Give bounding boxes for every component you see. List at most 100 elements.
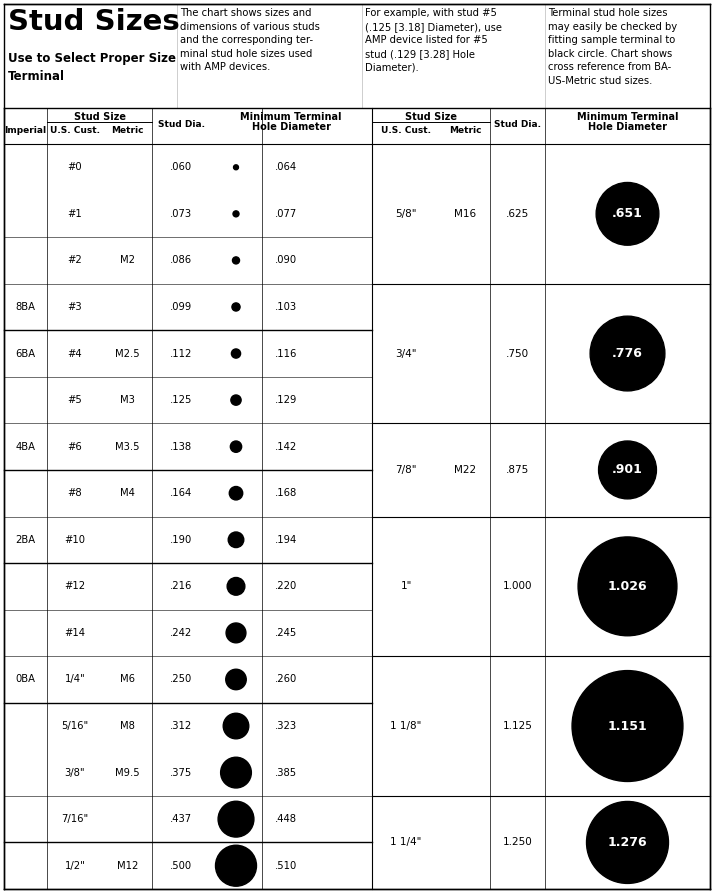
Text: #1: #1 — [68, 209, 82, 219]
Text: .375: .375 — [170, 768, 192, 778]
Text: 3/8": 3/8" — [65, 768, 85, 778]
Text: Use to Select Proper Size
Terminal: Use to Select Proper Size Terminal — [8, 52, 176, 83]
Text: .064: .064 — [275, 163, 297, 172]
Text: .510: .510 — [275, 861, 297, 871]
Ellipse shape — [590, 316, 665, 391]
Text: .164: .164 — [170, 488, 192, 498]
Text: M6: M6 — [120, 674, 135, 684]
Text: Minimum Terminal: Minimum Terminal — [577, 112, 678, 122]
Text: .090: .090 — [275, 255, 297, 265]
Circle shape — [226, 669, 246, 689]
Text: M3.5: M3.5 — [115, 442, 140, 452]
Text: 5/16": 5/16" — [61, 721, 89, 731]
Text: Metric: Metric — [449, 126, 481, 135]
Circle shape — [232, 303, 240, 311]
Text: .901: .901 — [612, 463, 643, 477]
Text: .129: .129 — [275, 395, 297, 405]
Text: .323: .323 — [275, 721, 297, 731]
Ellipse shape — [578, 537, 677, 636]
Ellipse shape — [572, 671, 683, 781]
Text: Stud Sizes: Stud Sizes — [8, 8, 180, 36]
Text: 1.151: 1.151 — [608, 720, 648, 732]
Text: 1 1/4": 1 1/4" — [391, 838, 422, 847]
Text: .112: .112 — [170, 348, 192, 358]
Text: 3/4": 3/4" — [396, 348, 417, 358]
Text: 7/16": 7/16" — [61, 814, 89, 824]
Text: .625: .625 — [506, 209, 529, 219]
Text: M8: M8 — [120, 721, 135, 731]
Text: Stud Size: Stud Size — [74, 112, 126, 122]
Text: M16: M16 — [454, 209, 476, 219]
Text: .776: .776 — [612, 347, 643, 360]
Circle shape — [228, 532, 243, 547]
Circle shape — [233, 257, 239, 264]
Text: .500: .500 — [170, 861, 192, 871]
Text: .086: .086 — [170, 255, 192, 265]
Circle shape — [223, 714, 248, 739]
Circle shape — [216, 846, 256, 886]
Ellipse shape — [596, 182, 659, 246]
Ellipse shape — [598, 441, 656, 499]
Text: M2.5: M2.5 — [115, 348, 140, 358]
Text: .099: .099 — [170, 302, 192, 312]
Text: .103: .103 — [275, 302, 297, 312]
Text: .077: .077 — [275, 209, 297, 219]
Text: .448: .448 — [275, 814, 297, 824]
Text: U.S. Cust.: U.S. Cust. — [381, 126, 431, 135]
Circle shape — [227, 578, 245, 596]
Text: .250: .250 — [170, 674, 192, 684]
Text: 1/2": 1/2" — [64, 861, 86, 871]
Text: 1.125: 1.125 — [503, 721, 533, 731]
Circle shape — [231, 441, 241, 453]
Text: #8: #8 — [68, 488, 82, 498]
Text: .116: .116 — [275, 348, 297, 358]
Text: .142: .142 — [275, 442, 297, 452]
Text: Metric: Metric — [111, 126, 144, 135]
Circle shape — [231, 349, 241, 358]
Text: #12: #12 — [64, 581, 86, 591]
Text: 1.276: 1.276 — [608, 836, 648, 849]
Text: M3: M3 — [120, 395, 135, 405]
Text: U.S. Cust.: U.S. Cust. — [50, 126, 100, 135]
Text: 5/8": 5/8" — [396, 209, 417, 219]
Text: Stud Dia.: Stud Dia. — [494, 120, 541, 129]
Text: .138: .138 — [170, 442, 192, 452]
Text: Terminal stud hole sizes
may easily be checked by
fitting sample terminal to
bla: Terminal stud hole sizes may easily be c… — [548, 8, 677, 86]
Text: M9.5: M9.5 — [115, 768, 140, 778]
Text: #0: #0 — [68, 163, 82, 172]
Text: .220: .220 — [275, 581, 297, 591]
Text: .651: .651 — [612, 207, 643, 221]
Text: 4BA: 4BA — [16, 442, 36, 452]
Text: .385: .385 — [275, 768, 297, 778]
Text: Hole Diameter: Hole Diameter — [588, 122, 667, 132]
Text: M4: M4 — [120, 488, 135, 498]
Text: .312: .312 — [170, 721, 192, 731]
Text: #2: #2 — [68, 255, 82, 265]
Text: #3: #3 — [68, 302, 82, 312]
Text: Stud Dia.: Stud Dia. — [158, 120, 204, 129]
Text: Hole Diameter: Hole Diameter — [251, 122, 331, 132]
Ellipse shape — [586, 801, 668, 883]
Circle shape — [231, 395, 241, 405]
Text: .260: .260 — [275, 674, 297, 684]
Circle shape — [229, 487, 243, 500]
Text: M2: M2 — [120, 255, 135, 265]
Text: For example, with stud #5
(.125 [3.18] Diameter), use
AMP device listed for #5
s: For example, with stud #5 (.125 [3.18] D… — [365, 8, 502, 72]
Text: .875: .875 — [506, 465, 529, 475]
Text: .750: .750 — [506, 348, 529, 358]
Text: 1.250: 1.250 — [503, 838, 533, 847]
Text: The chart shows sizes and
dimensions of various studs
and the corresponding ter-: The chart shows sizes and dimensions of … — [180, 8, 320, 72]
Text: 2BA: 2BA — [16, 535, 36, 545]
Text: .194: .194 — [275, 535, 297, 545]
Text: .245: .245 — [275, 628, 297, 638]
Text: #10: #10 — [64, 535, 86, 545]
Text: .190: .190 — [170, 535, 192, 545]
Text: #14: #14 — [64, 628, 86, 638]
Text: .168: .168 — [275, 488, 297, 498]
Text: .125: .125 — [170, 395, 192, 405]
Circle shape — [218, 801, 254, 837]
Text: Imperial: Imperial — [4, 126, 46, 135]
Text: 1.026: 1.026 — [608, 580, 648, 593]
Text: 1": 1" — [401, 581, 412, 591]
Text: 6BA: 6BA — [16, 348, 36, 358]
